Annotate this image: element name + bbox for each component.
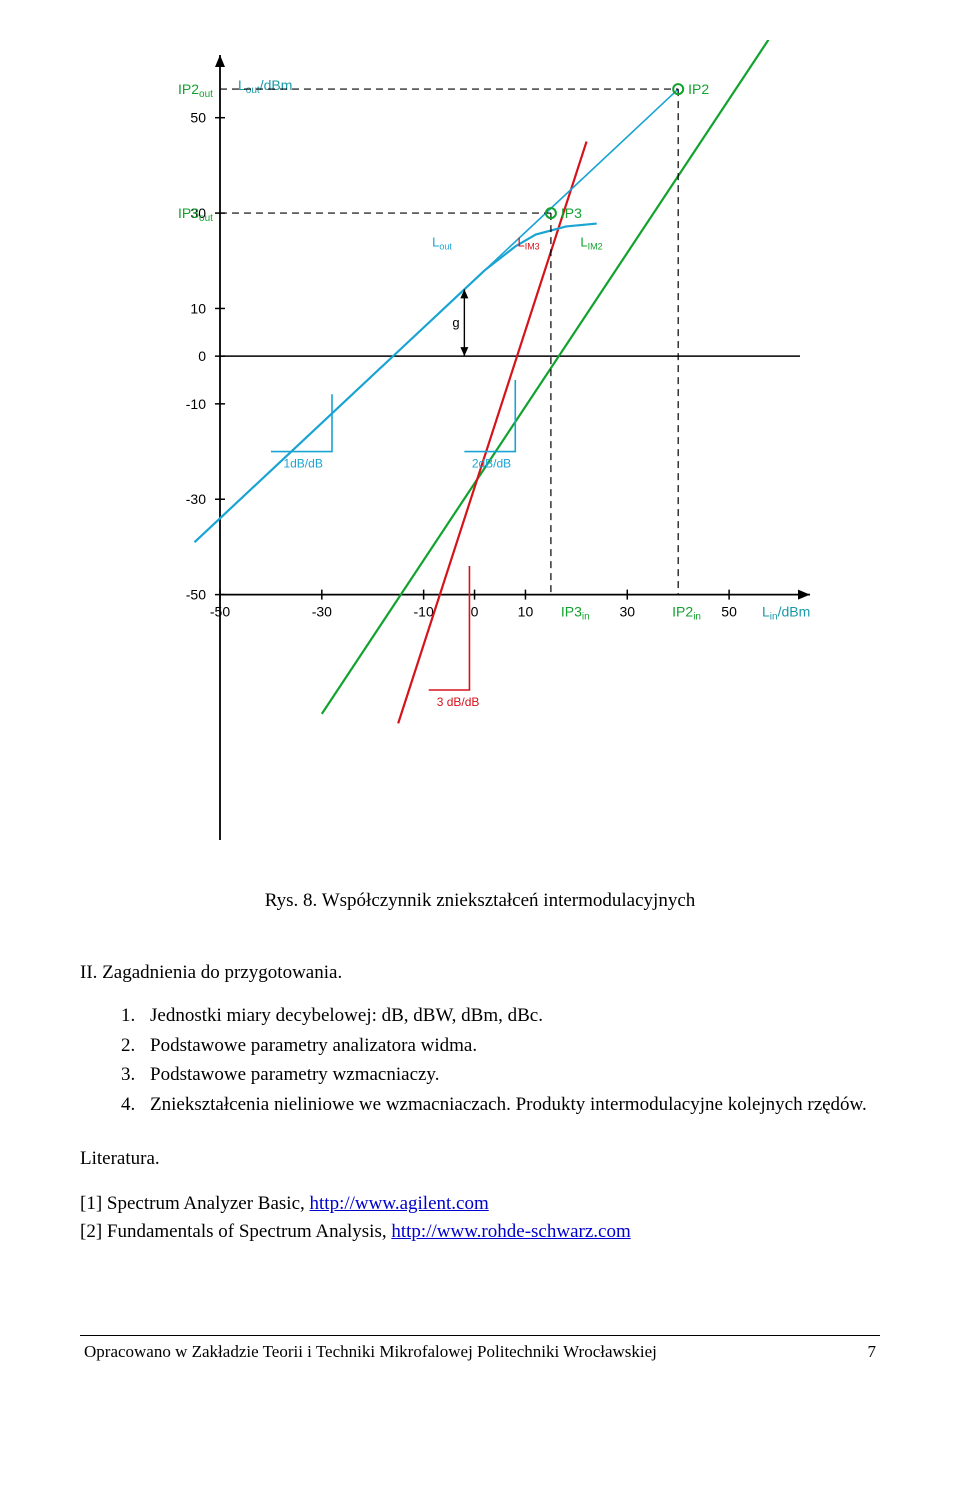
preparation-item: Podstawowe parametry wzmacniaczy. <box>140 1061 880 1089</box>
literature-title: Literatura. <box>80 1148 880 1170</box>
svg-text:-10: -10 <box>414 604 434 620</box>
svg-text:50: 50 <box>721 604 737 620</box>
svg-text:0: 0 <box>198 348 206 364</box>
svg-text:-50: -50 <box>186 587 206 603</box>
preparation-item: Zniekształcenia nieliniowe we wzmacniacz… <box>140 1091 880 1119</box>
svg-text:30: 30 <box>619 604 635 620</box>
svg-text:LIM2: LIM2 <box>580 234 602 251</box>
footer-rule <box>80 1335 880 1336</box>
page-number: 7 <box>868 1342 877 1362</box>
svg-text:1dB/dB: 1dB/dB <box>283 457 322 471</box>
preparation-item: Podstawowe parametry analizatora widma. <box>140 1032 880 1060</box>
svg-text:IP3in: IP3in <box>561 604 590 623</box>
svg-text:g: g <box>452 315 459 330</box>
reference-link[interactable]: http://www.rohde-schwarz.com <box>391 1221 630 1242</box>
svg-text:-50: -50 <box>210 604 230 620</box>
svg-text:-30: -30 <box>312 604 332 620</box>
svg-text:-30: -30 <box>186 491 206 507</box>
svg-text:Lout: Lout <box>432 234 452 251</box>
svg-text:IP2out: IP2out <box>178 81 213 100</box>
page-footer: Opracowano w Zakładzie Teorii i Techniki… <box>80 1342 880 1362</box>
section-title: II. Zagadnienia do przygotowania. <box>80 962 880 984</box>
figure-caption: Rys. 8. Współczynnik zniekształceń inter… <box>80 890 880 912</box>
footer-text: Opracowano w Zakładzie Teorii i Techniki… <box>84 1342 657 1362</box>
svg-text:10: 10 <box>190 300 206 316</box>
svg-text:-10: -10 <box>186 396 206 412</box>
svg-text:LIM3: LIM3 <box>517 234 539 251</box>
svg-text:IP3out: IP3out <box>178 205 213 224</box>
document-page: -50-30-100103050-50-30-100103050Lout/dBm… <box>0 0 960 1392</box>
svg-text:IP2: IP2 <box>688 81 709 97</box>
svg-text:0: 0 <box>471 604 479 620</box>
svg-text:Lout/dBm: Lout/dBm <box>238 77 292 96</box>
svg-text:10: 10 <box>518 604 534 620</box>
reference-item: [1] Spectrum Analyzer Basic, http://www.… <box>80 1190 880 1218</box>
reference-link[interactable]: http://www.agilent.com <box>310 1193 489 1214</box>
references: [1] Spectrum Analyzer Basic, http://www.… <box>80 1190 880 1245</box>
svg-text:2dB/dB: 2dB/dB <box>472 457 511 471</box>
svg-text:Lin/dBm: Lin/dBm <box>762 604 810 623</box>
chart-intercept-diagram: -50-30-100103050-50-30-100103050Lout/dBm… <box>120 40 840 870</box>
svg-text:IP2in: IP2in <box>672 604 701 623</box>
preparation-item: Jednostki miary decybelowej: dB, dBW, dB… <box>140 1002 880 1030</box>
svg-text:50: 50 <box>190 110 206 126</box>
svg-text:3 dB/dB: 3 dB/dB <box>437 695 480 709</box>
reference-item: [2] Fundamentals of Spectrum Analysis, h… <box>80 1218 880 1246</box>
svg-text:IP3: IP3 <box>561 205 582 221</box>
preparation-list: Jednostki miary decybelowej: dB, dBW, dB… <box>140 1002 880 1118</box>
